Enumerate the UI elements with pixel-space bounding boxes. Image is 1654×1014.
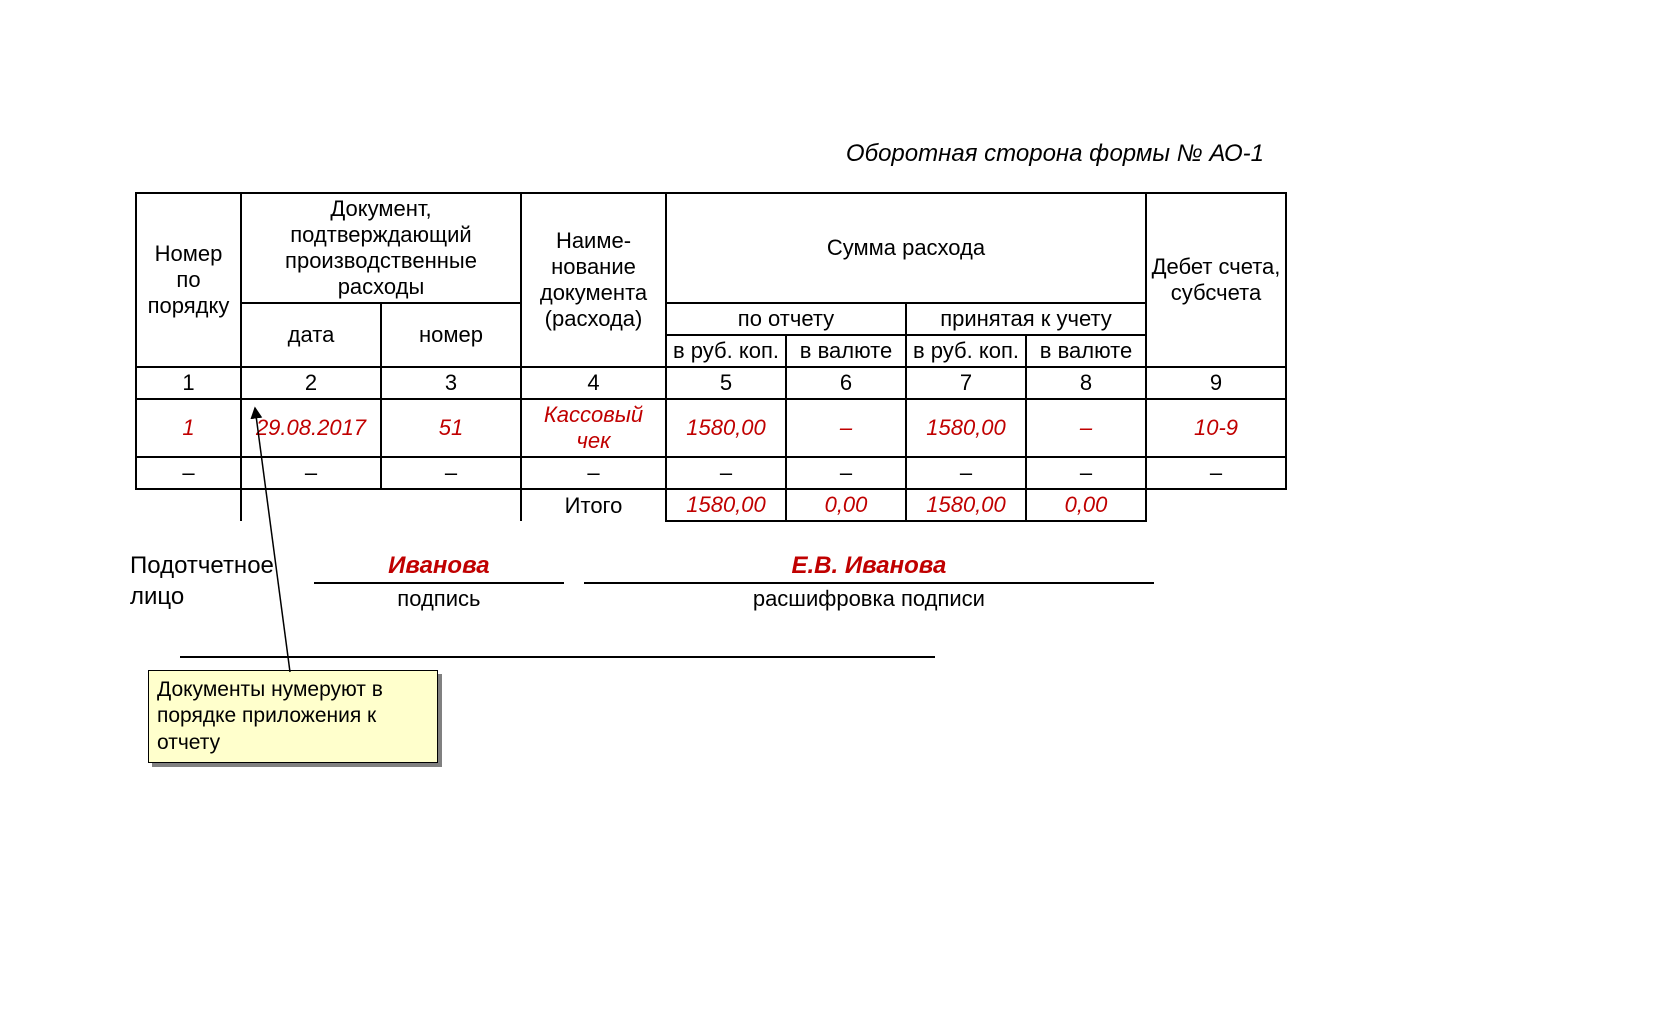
empty-cell: [1146, 489, 1286, 521]
cell-dash: –: [1026, 457, 1146, 489]
header-number: Номер по порядку: [136, 193, 241, 367]
cell-rub1: 1580,00: [666, 399, 786, 457]
colnum: 8: [1026, 367, 1146, 399]
cell-debet: 10-9: [1146, 399, 1286, 457]
signature-label-line2: лицо: [130, 583, 184, 610]
cell-nomer: 51: [381, 399, 521, 457]
header-by-report: по отчету: [666, 303, 906, 335]
column-numbers-row: 1 2 3 4 5 6 7 8 9: [136, 367, 1286, 399]
itogo-label: Итого: [521, 489, 666, 521]
cell-naim: Кассовый чек: [521, 399, 666, 457]
extra-underline: [180, 656, 935, 658]
cell-dash: –: [906, 457, 1026, 489]
cell-dash: –: [666, 457, 786, 489]
itogo-rub1: 1580,00: [666, 489, 786, 521]
header-nomer: номер: [381, 303, 521, 367]
colnum: 3: [381, 367, 521, 399]
itogo-rub2: 1580,00: [906, 489, 1026, 521]
colnum: 2: [241, 367, 381, 399]
colnum: 6: [786, 367, 906, 399]
expense-table: Номер по порядку Документ, подтверждающи…: [135, 192, 1287, 522]
header-debet: Дебет счета, субсчета: [1146, 193, 1286, 367]
cell-n: 1: [136, 399, 241, 457]
header-rub2: в руб. коп.: [906, 335, 1026, 367]
itogo-val2: 0,00: [1026, 489, 1146, 521]
header-document-group: Документ, подтверждающий производственны…: [241, 193, 521, 303]
colnum: 7: [906, 367, 1026, 399]
header-sum-group: Сумма расхода: [666, 193, 1146, 303]
colnum: 5: [666, 367, 786, 399]
signature-fullname: Е.В. Иванова: [584, 552, 1154, 584]
signature-caption2: расшифровка подписи: [584, 584, 1154, 612]
colnum: 9: [1146, 367, 1286, 399]
header-date: дата: [241, 303, 381, 367]
cell-val1: –: [786, 399, 906, 457]
cell-dash: –: [1146, 457, 1286, 489]
empty-cell: [136, 489, 241, 521]
cell-val2: –: [1026, 399, 1146, 457]
itogo-val1: 0,00: [786, 489, 906, 521]
cell-date: 29.08.2017: [241, 399, 381, 457]
signature-label: Подотчетное лицо: [130, 550, 274, 612]
signature-caption1: подпись: [314, 584, 564, 612]
form-title: Оборотная сторона формы № АО-1: [846, 140, 1264, 168]
signature-label-line1: Подотчетное: [130, 552, 274, 579]
header-val2: в валюте: [1026, 335, 1146, 367]
note-box: Документы нумеруют в порядке приложения …: [148, 670, 438, 763]
signature-area: Подотчетное лицо Иванова подпись Е.В. Ив…: [130, 550, 1280, 612]
total-row: Итого 1580,00 0,00 1580,00 0,00: [136, 489, 1286, 521]
cell-dash: –: [381, 457, 521, 489]
dash-row: – – – – – – – – –: [136, 457, 1286, 489]
colnum: 1: [136, 367, 241, 399]
header-docname: Наиме-нование документа (расхода): [521, 193, 666, 367]
data-row-1: 1 29.08.2017 51 Кассовый чек 1580,00 – 1…: [136, 399, 1286, 457]
cell-dash: –: [241, 457, 381, 489]
cell-dash: –: [521, 457, 666, 489]
colnum: 4: [521, 367, 666, 399]
cell-dash: –: [136, 457, 241, 489]
cell-rub2: 1580,00: [906, 399, 1026, 457]
cell-dash: –: [786, 457, 906, 489]
signature-name: Иванова: [314, 552, 564, 584]
empty-cell: [241, 489, 521, 521]
header-val1: в валюте: [786, 335, 906, 367]
header-rub1: в руб. коп.: [666, 335, 786, 367]
header-accepted: принятая к учету: [906, 303, 1146, 335]
